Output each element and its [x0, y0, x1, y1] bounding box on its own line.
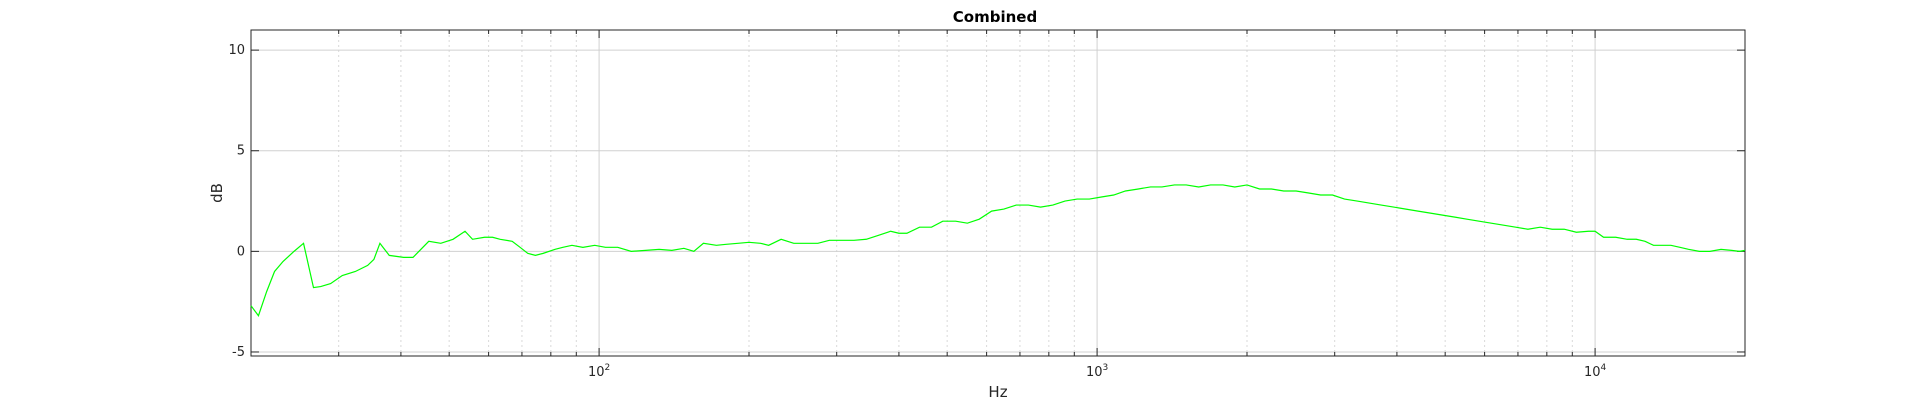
- combined-series-line: [250, 184, 1746, 318]
- y-axis-label: dB: [208, 183, 226, 203]
- y-tick-label: 5: [237, 144, 245, 159]
- grid-lines: [251, 30, 1745, 356]
- x-tick-label: 103: [1086, 363, 1108, 380]
- x-tick-label: 102: [588, 363, 610, 380]
- y-tick-label: 10: [228, 43, 245, 58]
- chart-title: Combined: [953, 8, 1037, 26]
- plot-area: [250, 29, 1746, 357]
- axis-ticks: 102 103 104 -5 0 5 10: [228, 30, 1745, 380]
- series-layer: [250, 184, 1746, 318]
- x-axis-label: Hz: [988, 383, 1007, 400]
- x-tick-label: 104: [1584, 363, 1607, 380]
- y-tick-label: 0: [237, 244, 245, 259]
- y-tick-label: -5: [232, 345, 245, 360]
